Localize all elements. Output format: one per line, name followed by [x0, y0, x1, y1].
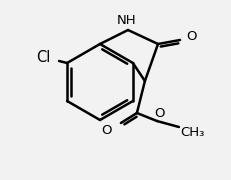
Text: Cl: Cl: [36, 50, 50, 64]
Text: O: O: [101, 125, 112, 138]
Text: NH: NH: [117, 14, 136, 26]
Text: O: O: [154, 107, 164, 120]
Text: CH₃: CH₃: [180, 127, 204, 140]
Text: O: O: [186, 30, 196, 42]
